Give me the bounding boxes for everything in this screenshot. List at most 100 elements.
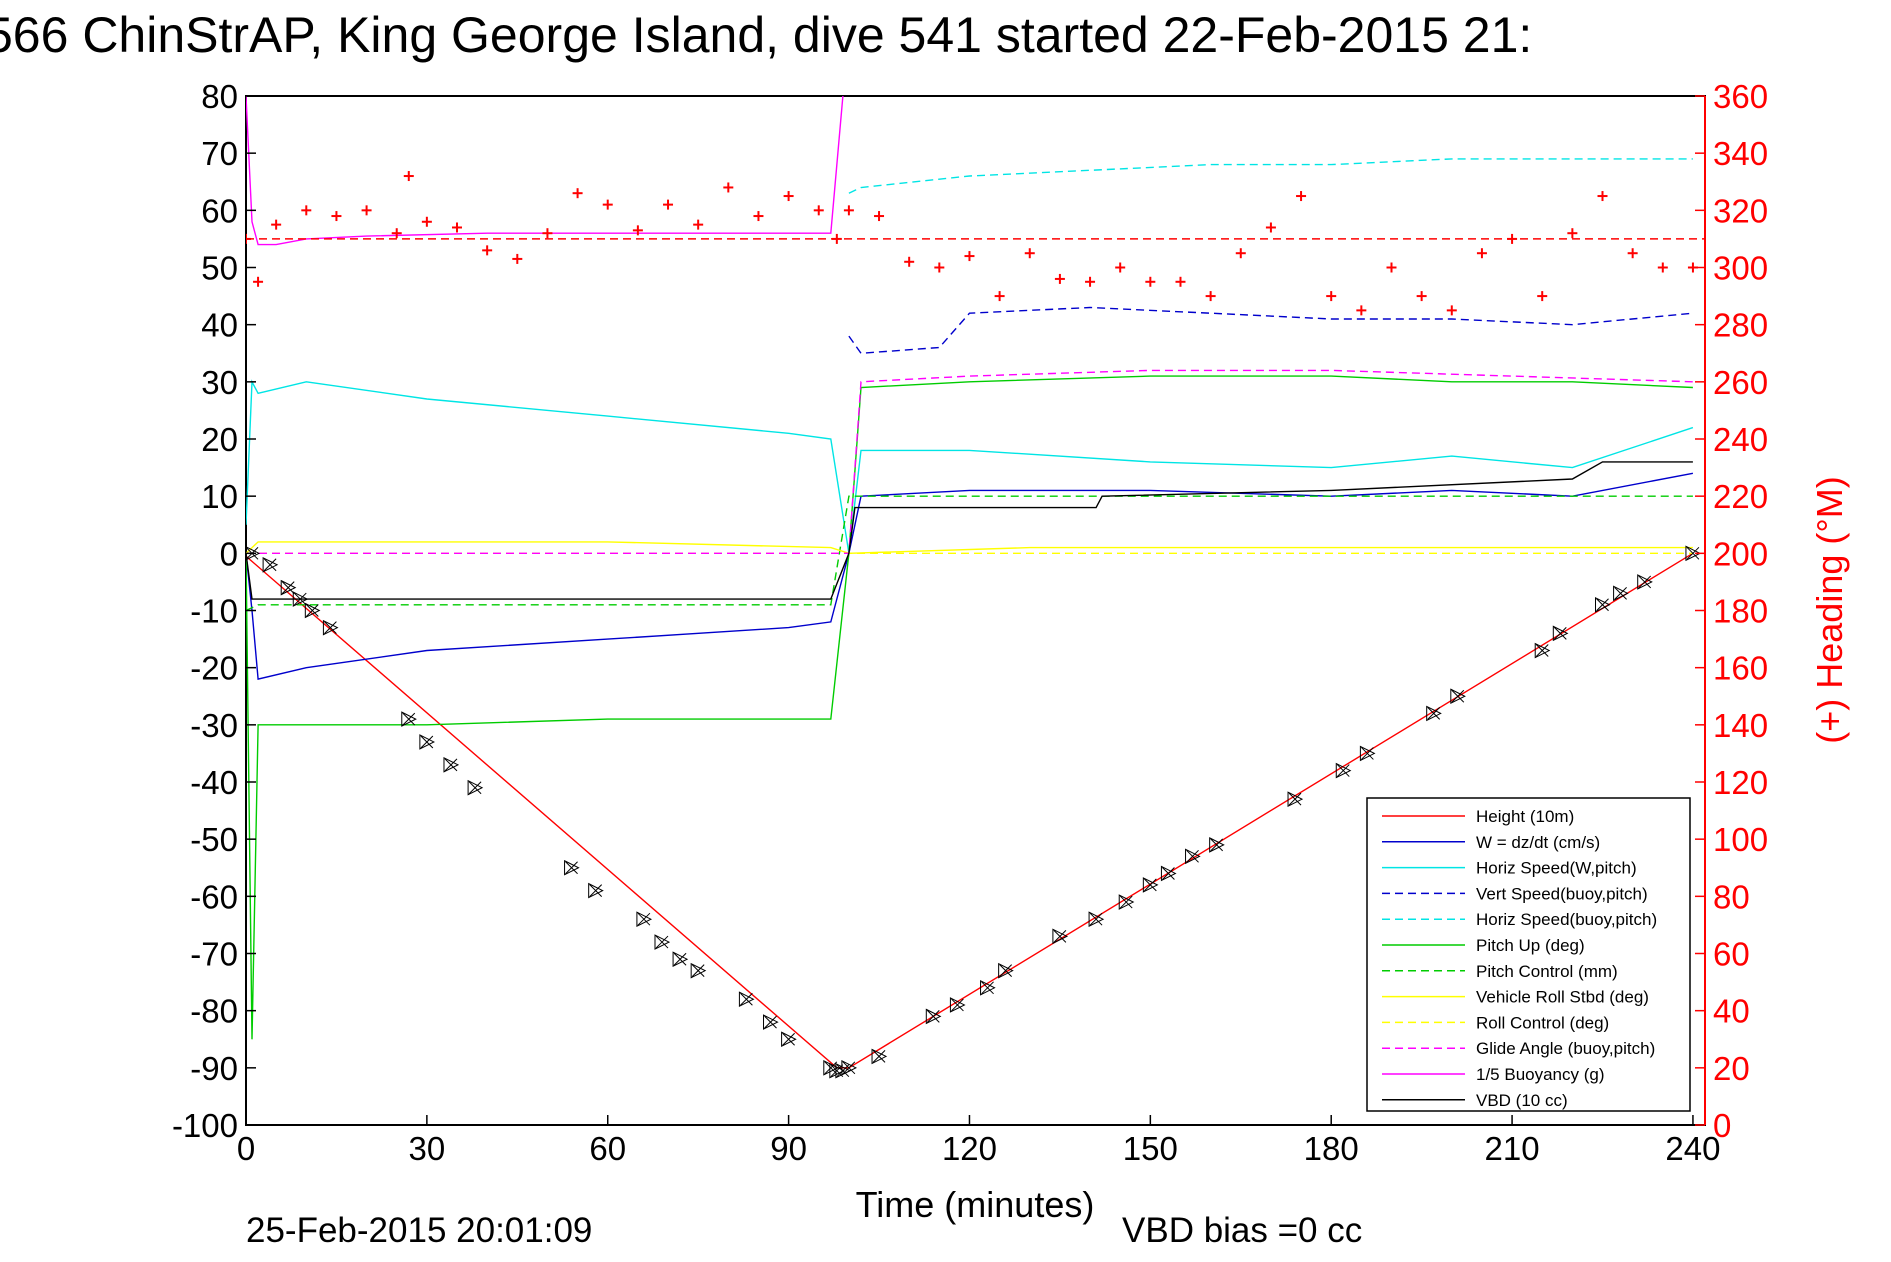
heading-marker bbox=[964, 251, 975, 262]
y-left-tick-label: -30 bbox=[190, 707, 238, 744]
y-left-tick-label: -60 bbox=[190, 878, 238, 915]
height-marker bbox=[1359, 745, 1376, 762]
x-tick-label: 0 bbox=[237, 1130, 255, 1167]
heading-marker bbox=[904, 256, 915, 267]
series-line-5 bbox=[246, 375, 1693, 1040]
x-tick-label: 60 bbox=[589, 1130, 626, 1167]
y-right-tick-label: 80 bbox=[1713, 878, 1750, 915]
y-right-tick-label: 340 bbox=[1713, 135, 1768, 172]
footer-date: 25-Feb-2015 20:01:09 bbox=[246, 1211, 592, 1250]
height-marker bbox=[564, 859, 580, 876]
y-axis-right-label: (+) Heading (°M) bbox=[1809, 476, 1850, 743]
heading-marker bbox=[1265, 222, 1276, 233]
legend-label: 1/5 Buoyancy (g) bbox=[1476, 1065, 1605, 1084]
series-line-10 bbox=[246, 96, 844, 246]
height-marker bbox=[949, 997, 966, 1013]
y-right-tick-label: 20 bbox=[1713, 1050, 1750, 1087]
heading-marker bbox=[1507, 233, 1518, 244]
heading-marker bbox=[843, 205, 854, 216]
legend-label: Horiz Speed(buoy,pitch) bbox=[1476, 910, 1657, 929]
y-right-tick-label: 360 bbox=[1713, 78, 1768, 115]
y-left-tick-label: 20 bbox=[201, 421, 238, 458]
height-marker bbox=[1552, 625, 1569, 642]
heading-marker bbox=[452, 222, 463, 233]
heading-marker bbox=[1416, 291, 1427, 302]
height-marker bbox=[262, 556, 279, 573]
y-right-tick-label: 0 bbox=[1713, 1107, 1731, 1144]
heading-marker bbox=[391, 228, 402, 239]
y-axis-left: 80 70 60 50 40 30 20 10 0 -10 -20 -30 -40 -50 -60 -70 -8… bbox=[172, 78, 256, 1144]
plot-area bbox=[245, 95, 1706, 1126]
y-left-tick-label: 70 bbox=[201, 135, 238, 172]
heading-marker bbox=[632, 225, 643, 236]
x-tick-label: 240 bbox=[1665, 1130, 1720, 1167]
y-right-tick-label: 260 bbox=[1713, 364, 1768, 401]
heading-marker bbox=[1175, 276, 1186, 287]
height-marker bbox=[738, 991, 755, 1008]
series-line-9 bbox=[246, 369, 1693, 554]
heading-marker bbox=[331, 211, 342, 222]
heading-marker bbox=[663, 199, 674, 210]
x-tick-label: 180 bbox=[1304, 1130, 1359, 1167]
y-right-tick-label: 240 bbox=[1713, 421, 1768, 458]
height-marker bbox=[401, 711, 417, 727]
y-right-tick-label: 120 bbox=[1713, 764, 1768, 801]
y-right-tick-label: 300 bbox=[1713, 250, 1768, 287]
height-marker bbox=[1426, 705, 1442, 722]
heading-marker bbox=[1356, 305, 1367, 316]
heading-marker bbox=[1326, 291, 1337, 302]
heading-marker bbox=[512, 253, 523, 264]
y-left-tick-label: -10 bbox=[190, 593, 238, 630]
y-right-tick-label: 40 bbox=[1713, 993, 1750, 1030]
heading-marker bbox=[723, 182, 734, 193]
y-right-tick-label: 60 bbox=[1713, 936, 1750, 973]
heading-marker bbox=[1296, 191, 1307, 202]
heading-marker bbox=[1657, 262, 1668, 273]
legend-label: W = dz/dt (cm/s) bbox=[1476, 833, 1600, 852]
y-left-tick-label: 50 bbox=[201, 250, 238, 287]
legend-label: Horiz Speed(W,pitch) bbox=[1476, 859, 1637, 878]
chart-title: 566 ChinStrAP, King George Island, dive … bbox=[0, 7, 1532, 63]
legend: Height (10m) W = dz/dt (cm/s) Horiz Speed(… bbox=[1366, 797, 1691, 1112]
heading-marker bbox=[1205, 291, 1216, 302]
x-tick-label: 90 bbox=[770, 1130, 807, 1167]
heading-marker bbox=[253, 276, 264, 287]
heading-marker bbox=[602, 199, 613, 210]
y-left-tick-label: -20 bbox=[190, 650, 238, 687]
heading-marker bbox=[1115, 262, 1126, 273]
height-marker bbox=[980, 979, 996, 996]
heading-marker bbox=[1567, 228, 1578, 239]
series-layer bbox=[246, 96, 1694, 1069]
x-axis: 0 30 60 90 120 150 180 210 240 bbox=[237, 1115, 1720, 1167]
height-marker bbox=[781, 1031, 797, 1048]
height-marker bbox=[1088, 911, 1105, 928]
x-tick-label: 210 bbox=[1485, 1130, 1540, 1167]
y-right-tick-label: 140 bbox=[1713, 707, 1768, 744]
x-axis-label: Time (minutes) bbox=[856, 1184, 1095, 1225]
height-marker bbox=[763, 1014, 779, 1030]
y-right-tick-label: 200 bbox=[1713, 535, 1768, 572]
y-left-tick-label: -40 bbox=[190, 764, 238, 801]
heading-marker bbox=[874, 211, 885, 222]
height-marker bbox=[690, 962, 707, 979]
height-marker bbox=[322, 619, 339, 636]
height-marker bbox=[467, 779, 484, 796]
height-marker bbox=[1450, 688, 1466, 705]
y-left-tick-label: 10 bbox=[201, 478, 238, 515]
heading-marker bbox=[813, 205, 824, 216]
height-marker bbox=[871, 1048, 888, 1065]
heading-marker bbox=[1054, 273, 1065, 284]
height-marker bbox=[998, 962, 1014, 979]
y-axis-right: 3603403203002802602402202001801601401201… bbox=[1695, 78, 1768, 1144]
legend-label: Height (10m) bbox=[1476, 807, 1574, 826]
heading-marker bbox=[1446, 305, 1457, 316]
heading-marker bbox=[693, 219, 704, 230]
y-left-tick-label: -50 bbox=[190, 821, 238, 858]
y-left-tick-label: -80 bbox=[190, 993, 238, 1030]
y-right-tick-label: 100 bbox=[1713, 821, 1768, 858]
marker-layer bbox=[246, 545, 1702, 1079]
y-left-tick-label: 40 bbox=[201, 307, 238, 344]
heading-marker bbox=[542, 228, 553, 239]
legend-box bbox=[1366, 797, 1691, 1112]
legend-label: Roll Control (deg) bbox=[1476, 1013, 1609, 1032]
